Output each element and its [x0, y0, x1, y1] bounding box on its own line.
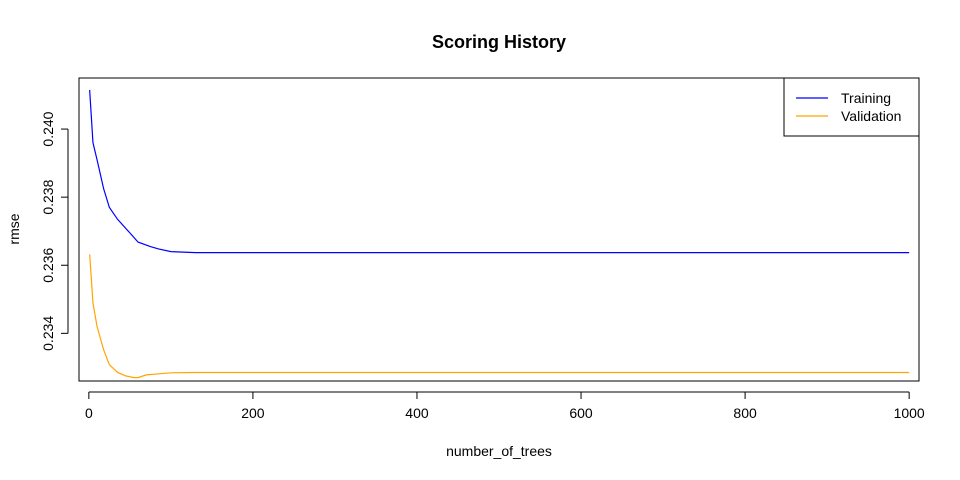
series-line-training: [89, 89, 910, 254]
x-tick-label: 200: [241, 405, 265, 421]
legend-label-validation: Validation: [841, 108, 901, 124]
y-tick-label: 0.234: [40, 316, 56, 351]
plot-area-frame: [78, 77, 920, 382]
x-tick-label: 1000: [894, 405, 925, 421]
x-tick-label: 600: [569, 405, 593, 421]
y-tick-label: 0.240: [40, 111, 56, 146]
y-axis-label: rmse: [6, 213, 22, 244]
series-layer: [89, 89, 910, 379]
y-tick-label: 0.236: [40, 248, 56, 283]
x-tick-label: 800: [733, 405, 757, 421]
x-tick-label: 400: [405, 405, 429, 421]
x-tick-label: 0: [85, 405, 93, 421]
y-axis: 0.234 0.236 0.238 0.240: [40, 111, 69, 351]
legend: Training Validation: [783, 77, 920, 137]
x-axis: 0 200 400 600 800 1000: [85, 391, 925, 421]
x-axis-label: number_of_trees: [446, 443, 552, 459]
y-tick-label: 0.238: [40, 179, 56, 214]
legend-label-training: Training: [841, 90, 891, 106]
chart-title: Scoring History: [432, 32, 566, 52]
series-line-validation: [89, 254, 910, 379]
legend-box: [783, 77, 920, 137]
